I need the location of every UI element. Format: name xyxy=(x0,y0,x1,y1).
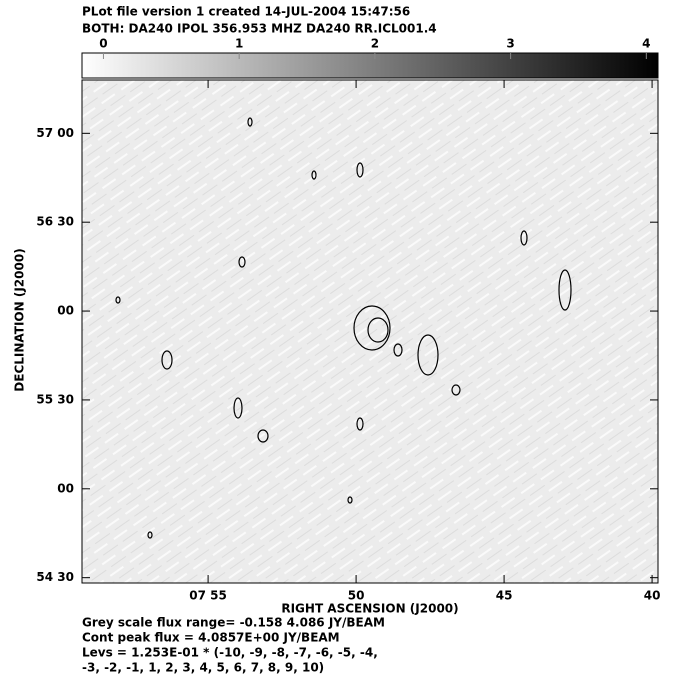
title: PLot file version 1 created 14-JUL-2004 … xyxy=(82,5,410,19)
y-tick-label: 00 xyxy=(57,481,74,495)
y-tick-label: 56 30 xyxy=(36,215,74,229)
note: Levs = 1.253E-01 * (-10, -9, -8, -7, -6,… xyxy=(82,646,378,660)
note: -3, -2, -1, 1, 2, 3, 4, 5, 6, 7, 8, 9, 1… xyxy=(82,661,324,675)
plot-area xyxy=(82,80,658,583)
colorbar-tick-label: 0 xyxy=(99,37,107,51)
colorbar-tick-label: 2 xyxy=(371,37,379,51)
y-tick-label: 00 xyxy=(57,304,74,318)
y-axis-label: DECLINATION (J2000) xyxy=(13,248,27,391)
subtitle: BOTH: DA240 IPOL 356.953 MHZ DA240 RR.IC… xyxy=(82,22,437,36)
y-tick-label: 57 00 xyxy=(36,126,74,140)
x-tick-label: 50 xyxy=(348,589,365,603)
y-tick-label: 55 30 xyxy=(36,392,74,406)
note: Grey scale flux range= -0.158 4.086 JY/B… xyxy=(82,616,385,630)
colorbar-tick-label: 1 xyxy=(235,37,243,51)
colorbar xyxy=(81,52,659,79)
colorbar-tick-label: 4 xyxy=(642,37,650,51)
x-tick-label: 45 xyxy=(496,589,513,603)
x-axis-label: RIGHT ASCENSION (J2000) xyxy=(281,602,458,616)
x-tick-label: 07 55 xyxy=(189,589,227,603)
colorbar-tick-label: 3 xyxy=(506,37,514,51)
note: Cont peak flux = 4.0857E+00 JY/BEAM xyxy=(82,631,340,645)
x-tick-label: 40 xyxy=(644,589,661,603)
y-tick-label: 54 30 xyxy=(36,570,74,584)
plot-frame xyxy=(81,79,659,584)
contours xyxy=(115,117,572,539)
